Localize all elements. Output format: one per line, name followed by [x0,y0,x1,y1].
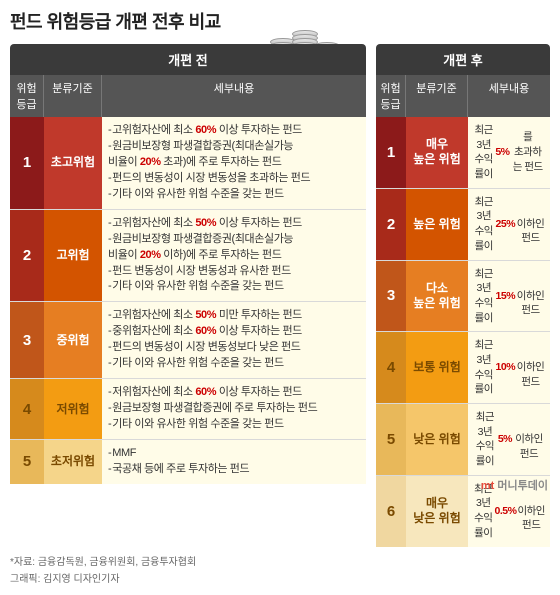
class-cell: 매우높은 위험 [406,117,468,188]
detail-item: 기타 이와 유사한 위험 수준을 갖는 펀드 [108,279,360,295]
grade-cell: 6 [376,476,406,547]
detail-cell: MMF국공채 등에 주로 투자하는 펀드 [102,440,366,484]
table-row: 4보통 위험최근 3년수익률이 10%이하인 펀드 [376,332,550,404]
class-cell: 보통 위험 [406,332,468,403]
detail-item: 원금비보장형 파생결합증권(최대손실가능비율이 20% 초과)에 주로 투자하는… [108,139,360,171]
grade-cell: 3 [10,302,44,378]
grade-cell: 1 [376,117,406,188]
class-cell: 저위험 [44,379,102,439]
col-detail: 세부내용 [468,75,550,117]
detail-cell: 고위험자산에 최소 50% 이상 투자하는 펀드원금비보장형 파생결합증권(최대… [102,210,366,302]
before-header: 개편 전 [10,44,366,75]
table-row: 3중위험고위험자산에 최소 50% 미만 투자하는 펀드중위험자산에 최소 60… [10,302,366,379]
after-panel: 개편 후 위험등급 분류기준 세부내용 1매우높은 위험최근 3년수익률이 5%… [376,44,550,547]
table-row: 2고위험고위험자산에 최소 50% 이상 투자하는 펀드원금비보장형 파생결합증… [10,210,366,303]
footer-sources: *자료: 금융감독원, 금융위원회, 금융투자협회 [10,553,550,568]
detail-cell: 최근 3년수익률이 10%이하인 펀드 [468,332,550,403]
col-grade: 위험등급 [376,75,406,117]
detail-item: 국공채 등에 주로 투자하는 펀드 [108,462,360,478]
before-subheader: 위험등급 분류기준 세부내용 [10,75,366,117]
grade-cell: 5 [376,404,406,475]
detail-cell: 고위험자산에 최소 50% 미만 투자하는 펀드중위험자산에 최소 60% 이상… [102,302,366,378]
detail-item: 펀드의 변동성이 시장 변동성보다 낮은 펀드 [108,340,360,356]
grade-cell: 4 [376,332,406,403]
detail-cell: 고위험자산에 최소 60% 이상 투자하는 펀드원금비보장형 파생결합증권(최대… [102,117,366,209]
col-class: 분류기준 [44,75,102,117]
col-grade: 위험등급 [10,75,44,117]
after-header: 개편 후 [376,44,550,75]
table-row: 1매우높은 위험최근 3년수익률이 5%를초과하는 펀드 [376,117,550,189]
class-cell: 초고위험 [44,117,102,209]
detail-cell: 저위험자산에 최소 60% 이상 투자하는 펀드원금보장형 파생결합증권에 주로… [102,379,366,439]
detail-cell: 최근 3년수익률이 5%를초과하는 펀드 [468,117,550,188]
table-row: 4저위험저위험자산에 최소 60% 이상 투자하는 펀드원금보장형 파생결합증권… [10,379,366,440]
grade-cell: 1 [10,117,44,209]
detail-item: 펀드의 변동성이 시장 변동성을 초과하는 펀드 [108,171,360,187]
detail-item: 기타 이와 유사한 위험 수준을 갖는 펀드 [108,187,360,203]
grade-cell: 2 [376,189,406,260]
before-panel: 개편 전 위험등급 분류기준 세부내용 1초고위험고위험자산에 최소 60% 이… [10,44,366,547]
logo-text: 머니투데이 [494,480,548,492]
class-cell: 중위험 [44,302,102,378]
logo: mt 머니투데이 [481,477,548,493]
table-row: 5초저위험MMF국공채 등에 주로 투자하는 펀드 [10,440,366,484]
footer: *자료: 금융감독원, 금융위원회, 금융투자협회 그래픽: 김지영 디자인기자 [10,553,550,585]
detail-item: 고위험자산에 최소 60% 이상 투자하는 펀드 [108,123,360,139]
detail-item: 원금비보장형 파생결합증권(최대손실가능비율이 20% 이하)에 주로 투자하는… [108,232,360,264]
class-cell: 매우낮은 위험 [406,476,468,547]
detail-item: 중위험자산에 최소 60% 이상 투자하는 펀드 [108,324,360,340]
class-cell: 낮은 위험 [406,404,468,475]
grade-cell: 5 [10,440,44,484]
after-subheader: 위험등급 분류기준 세부내용 [376,75,550,117]
class-cell: 고위험 [44,210,102,302]
detail-item: 고위험자산에 최소 50% 미만 투자하는 펀드 [108,308,360,324]
detail-item: 기타 이와 유사한 위험 수준을 갖는 펀드 [108,417,360,433]
detail-item: 저위험자산에 최소 60% 이상 투자하는 펀드 [108,385,360,401]
table-row: 1초고위험고위험자산에 최소 60% 이상 투자하는 펀드원금비보장형 파생결합… [10,117,366,210]
col-detail: 세부내용 [102,75,366,117]
detail-item: MMF [108,446,360,462]
detail-item: 펀드 변동성이 시장 변동성과 유사한 펀드 [108,264,360,280]
detail-item: 원금보장형 파생결합증권에 주로 투자하는 펀드 [108,401,360,417]
detail-cell: 최근 3년수익률이 25%이하인 펀드 [468,189,550,260]
class-cell: 초저위험 [44,440,102,484]
page-title: 펀드 위험등급 개편 전후 비교 [10,8,550,34]
grade-cell: 4 [10,379,44,439]
class-cell: 다소높은 위험 [406,261,468,332]
grade-cell: 2 [10,210,44,302]
before-rows: 1초고위험고위험자산에 최소 60% 이상 투자하는 펀드원금비보장형 파생결합… [10,117,366,484]
grade-cell: 3 [376,261,406,332]
table-row: 5낮은 위험최근 3년수익률이 5%이하인 펀드 [376,404,550,476]
col-class: 분류기준 [406,75,468,117]
infographic-root: 펀드 위험등급 개편 전후 비교 개편 전 위험등급 분류기준 세부내용 1초고… [0,0,560,595]
detail-cell: 최근 3년수익률이 5%이하인 펀드 [468,404,550,475]
detail-item: 기타 이와 유사한 위험 수준을 갖는 펀드 [108,356,360,372]
detail-item: 고위험자산에 최소 50% 이상 투자하는 펀드 [108,216,360,232]
table-row: 3다소높은 위험최근 3년수익률이 15%이하인 펀드 [376,261,550,333]
footer-graphic: 그래픽: 김지영 디자인기자 [10,570,550,585]
table-row: 2높은 위험최근 3년수익률이 25%이하인 펀드 [376,189,550,261]
comparison-content: 개편 전 위험등급 분류기준 세부내용 1초고위험고위험자산에 최소 60% 이… [10,44,550,547]
logo-mt: mt [481,480,494,492]
class-cell: 높은 위험 [406,189,468,260]
detail-cell: 최근 3년수익률이 15%이하인 펀드 [468,261,550,332]
